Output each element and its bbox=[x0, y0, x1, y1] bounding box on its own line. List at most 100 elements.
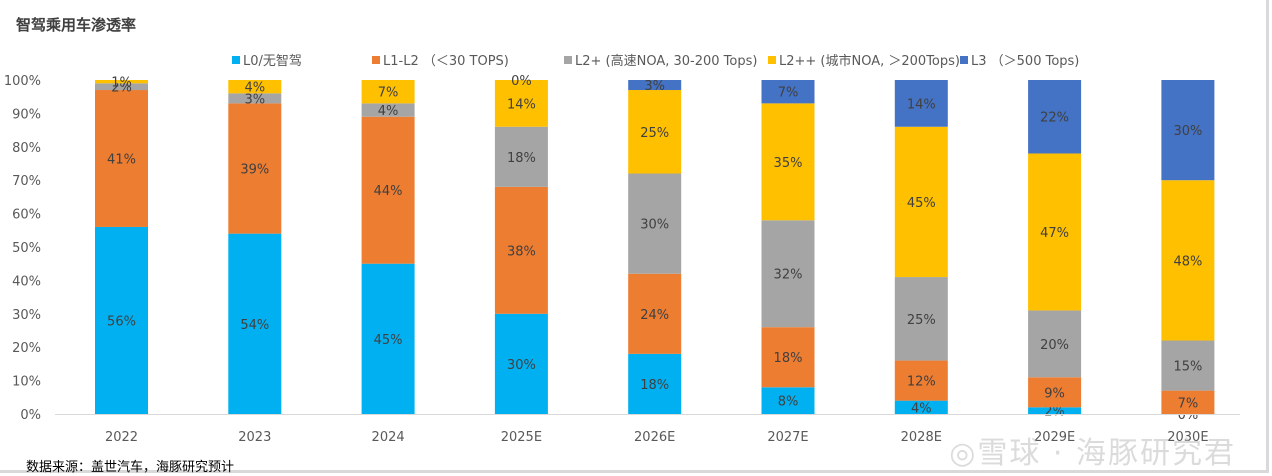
legend-label: L3 （＞500 Tops) bbox=[971, 54, 1080, 69]
y-tick-label: 80% bbox=[12, 141, 41, 156]
data-label: 4% bbox=[378, 104, 399, 119]
data-label: 2% bbox=[111, 81, 132, 96]
data-label: 4% bbox=[911, 401, 932, 416]
data-label: 7% bbox=[1178, 396, 1199, 411]
y-tick-label: 40% bbox=[12, 274, 41, 289]
bar-segment bbox=[1161, 340, 1215, 391]
legend-swatch bbox=[232, 56, 240, 64]
x-tick-label: 2030E bbox=[1167, 430, 1208, 445]
x-tick-label: 2027E bbox=[767, 430, 808, 445]
bar-segment bbox=[95, 80, 148, 84]
bar-segment bbox=[628, 173, 682, 274]
legend-label: L0/无智驾 bbox=[243, 54, 302, 69]
bar-segment bbox=[628, 80, 682, 91]
x-tick-label: 2022 bbox=[105, 430, 138, 445]
y-tick-label: 90% bbox=[12, 107, 41, 122]
legend-label: L2+ (高速NOA, 30-200 Tops) bbox=[575, 54, 758, 69]
watermark: ◎雪球 · 海豚研究君 bbox=[949, 436, 1236, 471]
data-label: 3% bbox=[644, 79, 665, 94]
bar-segment bbox=[494, 313, 548, 414]
bar-segment bbox=[628, 353, 682, 414]
data-label: 38% bbox=[507, 244, 536, 259]
bar-segment bbox=[1028, 407, 1082, 414]
bar-segment bbox=[494, 186, 548, 314]
bar-segment bbox=[228, 80, 282, 94]
data-label: 18% bbox=[774, 351, 803, 366]
y-tick-label: 60% bbox=[12, 208, 41, 223]
bar-segment bbox=[1028, 153, 1082, 311]
bar-segment bbox=[228, 103, 282, 234]
bar-segment bbox=[1028, 80, 1082, 154]
bar-segment bbox=[628, 90, 682, 174]
chart-title: 智驾乘用车渗透率 bbox=[16, 16, 137, 34]
data-label: 1% bbox=[111, 76, 132, 91]
y-tick-label: 20% bbox=[12, 341, 41, 356]
legend-swatch bbox=[372, 56, 380, 64]
data-label: 56% bbox=[107, 314, 136, 329]
data-label: 41% bbox=[107, 152, 136, 167]
bar-segment bbox=[228, 233, 282, 414]
data-label: 25% bbox=[907, 313, 936, 328]
bars: 56%41%2%1%54%39%3%4%45%44%4%7%30%38%18%1… bbox=[95, 74, 1215, 423]
bar-segment bbox=[894, 80, 948, 127]
data-label: 48% bbox=[1173, 254, 1202, 269]
bar-segment bbox=[494, 126, 548, 187]
bar-segment bbox=[494, 80, 548, 127]
y-tick-label: 30% bbox=[12, 308, 41, 323]
bar-segment bbox=[361, 80, 415, 104]
data-label: 0% bbox=[511, 74, 532, 89]
x-tick-label: 2029E bbox=[1034, 430, 1075, 445]
data-label: 54% bbox=[240, 318, 269, 333]
legend-swatch bbox=[960, 56, 968, 64]
y-axis: 0% 10% 20% 30% 40% 50% 60% 70% 80% 90% 100% bbox=[4, 74, 41, 423]
data-label: 25% bbox=[640, 126, 669, 141]
bar-segment bbox=[95, 226, 148, 414]
y-tick-label: 50% bbox=[12, 241, 41, 256]
y-tick-label: 100% bbox=[4, 74, 41, 89]
bar-segment bbox=[761, 387, 815, 414]
data-label: 8% bbox=[778, 395, 799, 410]
legend-item: L2++ (城市NOA, ＞200Tops) bbox=[768, 50, 960, 69]
bar-segment bbox=[1028, 310, 1082, 378]
data-label: 24% bbox=[640, 308, 669, 323]
data-label: 14% bbox=[507, 97, 536, 112]
bar-segment bbox=[361, 263, 415, 414]
x-tick-label: 2023 bbox=[238, 430, 271, 445]
bar-segment bbox=[761, 327, 815, 388]
data-label: 30% bbox=[1173, 124, 1202, 139]
legend-item: L1-L2 （＜30 TOPS) bbox=[372, 50, 509, 69]
bar-segment bbox=[361, 116, 415, 264]
x-axis: 2022 2023 2024 2025E 2026E 2027E 2028E 2029E 203… bbox=[55, 414, 1240, 445]
data-label: 12% bbox=[907, 375, 936, 390]
legend-item: L3 （＞500 Tops) bbox=[960, 50, 1079, 69]
bar-segment bbox=[228, 93, 282, 104]
data-label: 2% bbox=[1044, 405, 1065, 420]
data-label: 32% bbox=[774, 268, 803, 283]
data-label: 4% bbox=[244, 81, 265, 96]
data-label: 20% bbox=[1040, 338, 1069, 353]
bar-segment bbox=[761, 220, 815, 328]
y-tick-label: 0% bbox=[20, 408, 41, 423]
data-label: 7% bbox=[778, 86, 799, 101]
legend-swatch bbox=[564, 56, 572, 64]
bar-segment bbox=[894, 360, 948, 401]
data-label: 7% bbox=[378, 86, 399, 101]
bar-segment bbox=[1161, 180, 1215, 341]
data-label: 18% bbox=[507, 151, 536, 166]
legend-item: L0/无智驾 bbox=[232, 50, 302, 69]
bar-segment bbox=[1028, 377, 1082, 408]
data-label: 39% bbox=[240, 163, 269, 178]
bar-segment bbox=[761, 103, 815, 221]
data-label: 18% bbox=[640, 378, 669, 393]
legend-label: L1-L2 （＜30 TOPS) bbox=[383, 54, 509, 69]
y-tick-label: 10% bbox=[12, 375, 41, 390]
x-tick-label: 2024 bbox=[372, 430, 405, 445]
data-label: 45% bbox=[907, 196, 936, 211]
x-tick-label: 2026E bbox=[634, 430, 675, 445]
bar-segment bbox=[95, 90, 148, 227]
bar-segment bbox=[361, 103, 415, 117]
data-label: 15% bbox=[1173, 360, 1202, 375]
data-label: 35% bbox=[774, 156, 803, 171]
